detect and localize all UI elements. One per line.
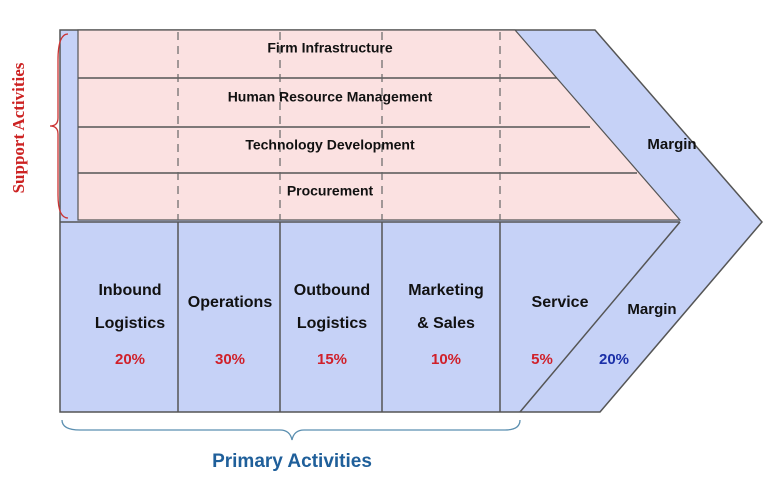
activity-label: Service [532, 294, 589, 311]
activity-label: Inbound [98, 282, 161, 299]
primary-label: Primary Activities [212, 451, 372, 472]
activity-share: 15% [317, 351, 347, 368]
primary-brace [61, 419, 521, 441]
support-label: Support Activities [9, 62, 28, 193]
support-row-label: Procurement [287, 183, 374, 199]
activity-label: Operations [188, 294, 273, 311]
dashed-lines [177, 32, 501, 220]
margin-label: Margin [647, 136, 696, 153]
activity-label: Logistics [297, 315, 367, 332]
margin-divider [519, 221, 681, 413]
activity-label: & Sales [417, 315, 475, 332]
support-brace [49, 33, 69, 219]
support-row-label: Technology Development [245, 137, 415, 153]
margin-share: 20% [599, 351, 629, 368]
activity-share: 30% [215, 351, 245, 368]
support-row-label: Human Resource Management [228, 89, 433, 105]
activity-label: Marketing [408, 282, 484, 299]
primary-dividers [177, 222, 501, 412]
activity-label: Outbound [294, 282, 370, 299]
activity-share: 10% [431, 351, 461, 368]
activity-label: Logistics [95, 315, 165, 332]
row-lines [78, 77, 637, 174]
support-row-label: Firm Infrastructure [267, 40, 392, 56]
activity-share: 20% [115, 351, 145, 368]
margin-label: Margin [627, 301, 676, 318]
activity-share: 5% [531, 351, 553, 368]
